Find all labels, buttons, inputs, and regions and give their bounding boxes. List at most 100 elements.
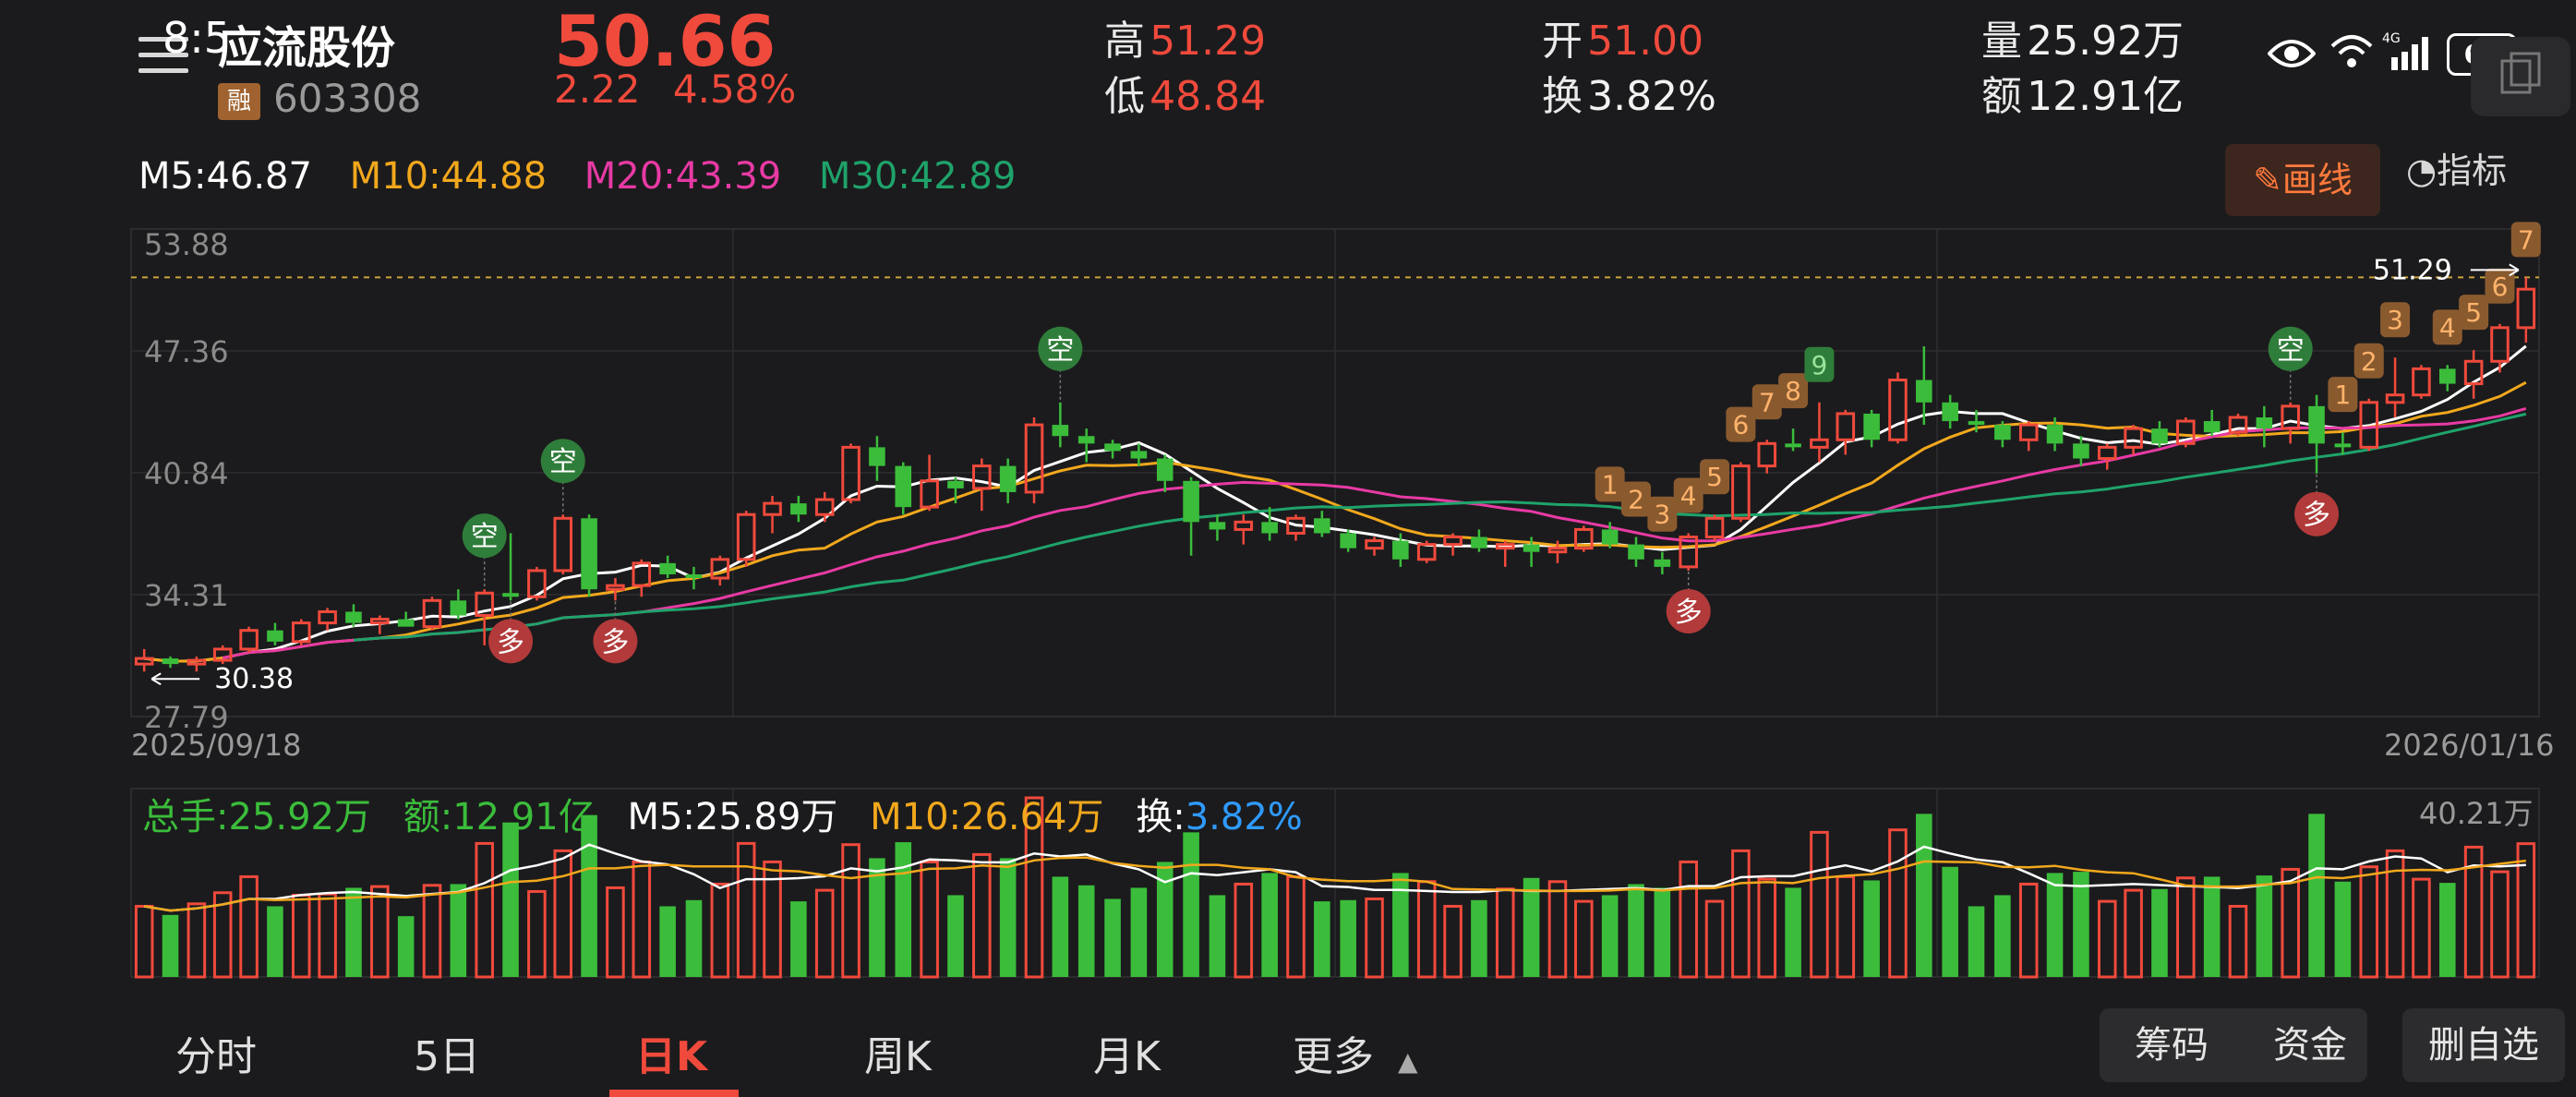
candle-body-up — [370, 618, 390, 625]
volume-bar-up — [1443, 904, 1463, 979]
chips-funds-group: 筹码 资金 — [2100, 1008, 2367, 1082]
volume-bar-down — [895, 842, 912, 977]
candle-body-down — [450, 600, 467, 616]
floating-tool-button[interactable] — [2471, 37, 2570, 116]
stock-header: 8:5 应流股份 融 603308 50.66 2.22 4.58% 高 51.… — [0, 0, 2576, 139]
min-price-label: 30.38 — [214, 663, 294, 695]
candle-body-up — [134, 657, 154, 666]
open-label: 开 — [1542, 18, 1583, 65]
volume-bar-down — [267, 906, 283, 977]
candle-body-up — [475, 591, 494, 618]
count-badge-label: 4 — [1680, 480, 1697, 511]
candle-body-up — [1836, 412, 1856, 441]
candle-body-down — [1392, 540, 1409, 560]
open-value: 51.00 — [1587, 18, 1704, 65]
funds-button[interactable]: 资金 — [2273, 1024, 2347, 1067]
candle-body-up — [606, 584, 625, 591]
volume-bar-up — [475, 841, 494, 979]
volume-bars — [134, 796, 2536, 979]
candle-body-down — [1471, 536, 1487, 548]
price-change: 2.22 4.58% — [554, 66, 796, 112]
tab-monthly-k[interactable]: 月K — [1093, 1033, 1161, 1080]
volume-bar-down — [1654, 887, 1671, 977]
signal-label: 空 — [471, 521, 499, 553]
tab-5day[interactable]: 5日 — [414, 1033, 480, 1080]
tab-intraday[interactable]: 分时 — [175, 1033, 257, 1080]
tab-more[interactable]: 更多 ▲ — [1293, 1023, 1418, 1082]
high-value: 51.29 — [1150, 18, 1267, 65]
count-badge — [1726, 406, 1756, 442]
count-badge-label: 8 — [1785, 376, 1801, 406]
period-tab-bar: 分时 5日 日K 周K 月K 更多 ▲ 筹码 资金 删自选 — [0, 1003, 2576, 1097]
tab-weekly-k[interactable]: 周K — [864, 1033, 932, 1080]
more-label: 更多 — [1293, 1033, 1374, 1080]
volume-bar-up — [632, 860, 652, 979]
volume-bar-up — [2359, 865, 2379, 979]
candle-body-down — [869, 447, 885, 466]
candle-body-up — [2359, 401, 2379, 449]
volume-bar-down — [1183, 832, 1199, 977]
volume-bar-down — [450, 884, 467, 977]
volume-bar-down — [2438, 883, 2456, 977]
candle-body-down — [947, 480, 964, 488]
volume-bar-down — [659, 906, 676, 977]
count-badge-label: 4 — [2439, 312, 2456, 343]
turnover-item: 换 3.82% — [1542, 63, 1716, 122]
candle-body-down — [1104, 443, 1121, 452]
volume-bar-up — [318, 892, 337, 979]
candle-body-up — [1286, 516, 1306, 535]
candle-body-up — [2412, 367, 2431, 397]
change-percent: 4.58% — [672, 66, 797, 112]
menu-icon[interactable] — [138, 37, 188, 83]
candle-body-up — [1704, 516, 1725, 539]
candle-body-up — [632, 561, 652, 587]
candle-body-up — [1234, 520, 1254, 531]
volume-bar-up — [814, 888, 835, 979]
volume-bar-up — [920, 860, 939, 979]
candle-body-down — [345, 611, 362, 623]
volume-ma-lines — [143, 843, 2526, 912]
volume-amount: 额:12.91亿 — [403, 796, 596, 838]
volume-bar-up — [1704, 899, 1725, 979]
candle-body-up — [2463, 359, 2484, 386]
candle-body-up — [2097, 445, 2117, 461]
draw-line-button[interactable]: ✎画线 — [2225, 144, 2380, 216]
candle-body-up — [1574, 527, 1594, 550]
svg-text:4G: 4G — [2382, 31, 2401, 46]
sell-signal-marker — [540, 439, 585, 484]
volume-ma5-line — [143, 843, 2526, 912]
volume-bar-up — [2124, 888, 2143, 979]
volume-bar-down — [1261, 873, 1278, 977]
price-annotations: 51.29 30.38 — [150, 254, 2520, 695]
sell-signal-marker — [2268, 326, 2313, 371]
volume-bar-down — [397, 916, 415, 977]
volume-bar-up — [710, 882, 730, 979]
volume-bar-up — [2097, 899, 2117, 979]
sell-signal-marker — [462, 513, 507, 559]
ma30-label: M30:42.89 — [818, 155, 1017, 198]
low-label: 低 — [1104, 73, 1145, 120]
candle-body-up — [1024, 423, 1044, 494]
candle-body-down — [1183, 480, 1199, 523]
indicator-button[interactable]: ◔指标 — [2406, 148, 2507, 194]
chips-button[interactable]: 筹码 — [2135, 1024, 2209, 1067]
volume-bar-up — [1365, 897, 1384, 979]
volume-bar-up — [212, 891, 233, 979]
buy-signal-marker — [488, 619, 534, 664]
candle-body-down — [581, 518, 597, 590]
remove-watchlist-button[interactable]: 删自选 — [2402, 1008, 2565, 1082]
volume-bar-up — [2385, 849, 2405, 979]
caret-up-icon: ▲ — [1398, 1046, 1418, 1077]
volume-bar-up — [1810, 830, 1829, 979]
candle-body-down — [1942, 402, 1958, 422]
tab-daily-k[interactable]: 日K — [635, 1033, 708, 1080]
stock-name: 应流股份 — [218, 22, 396, 74]
candle-body-up — [2176, 419, 2196, 445]
candle-body-down — [502, 593, 519, 597]
signal-icon: 4G — [2382, 31, 2428, 70]
volume-bar-down — [1077, 885, 1095, 977]
candle-body-up — [1547, 547, 1568, 554]
buy-signal-marker — [1666, 588, 1711, 633]
stock-code: 603308 — [273, 76, 422, 121]
